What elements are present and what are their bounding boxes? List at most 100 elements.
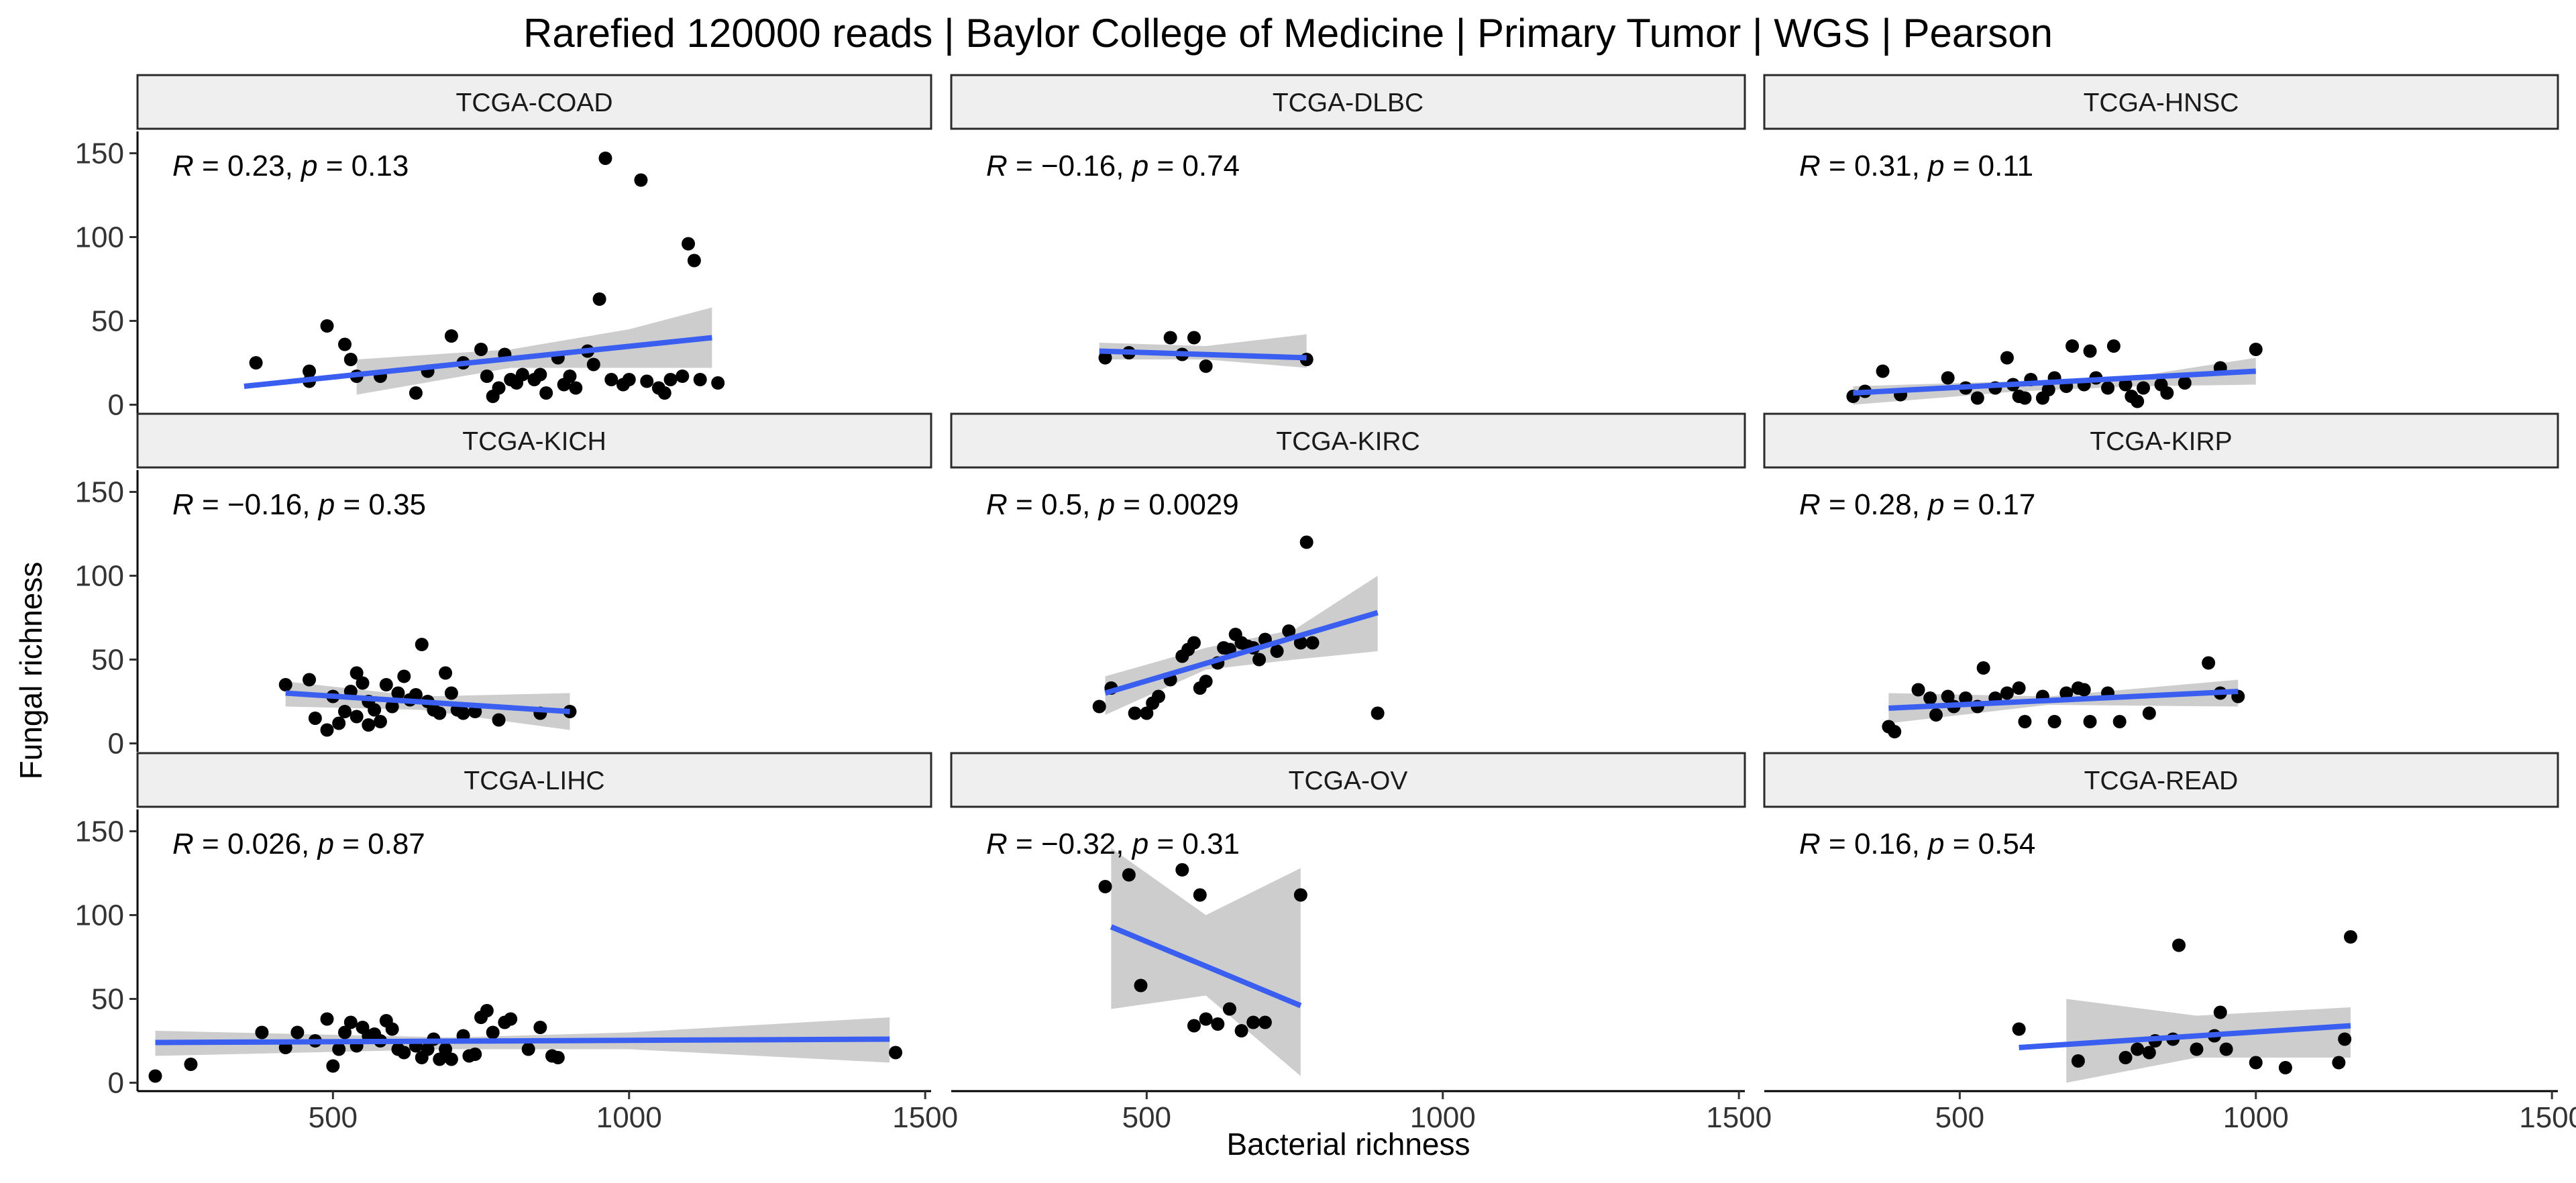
stat-separator: , (1912, 828, 1928, 860)
fit-line (1104, 610, 1379, 696)
facet-panel: TCGA-KICH R = −0.16, p = 0.35 0 50 100 150 (75, 412, 932, 760)
facet-strip (136, 74, 932, 130)
stat-p-symbol: p (1131, 828, 1148, 860)
stat-p-value: 0.11 (1978, 150, 2033, 182)
data-point (2041, 383, 2055, 396)
data-point (433, 706, 447, 720)
stat-equals: = (1115, 488, 1148, 521)
data-point (373, 715, 387, 728)
stat-p-symbol: p (1927, 828, 1944, 860)
facet-strip (1763, 412, 2559, 469)
data-point (492, 713, 506, 727)
x-tick-label: 1500 (2519, 1101, 2576, 1134)
stat-separator: , (301, 828, 317, 860)
stat-p-value: 0.31 (1182, 828, 1240, 860)
data-point (1187, 636, 1201, 650)
data-point (278, 678, 292, 691)
correlation-annotation: R = 0.28, p = 0.17 (1799, 488, 2035, 521)
data-point (409, 386, 423, 400)
facet-strip-label: TCGA-OV (1289, 767, 1408, 795)
data-point (343, 353, 358, 366)
data-point (1199, 359, 1213, 373)
data-point (551, 1051, 565, 1064)
facet-strip-label: TCGA-KIRP (2090, 427, 2232, 456)
data-point (444, 1052, 458, 1066)
data-point (1970, 391, 1984, 405)
x-tick-label: 1500 (892, 1101, 958, 1134)
data-point (1211, 1017, 1225, 1031)
data-point (2000, 351, 2014, 365)
data-point (569, 381, 583, 395)
data-point (2018, 391, 2032, 405)
facet-strip-label: TCGA-DLBC (1273, 89, 1424, 117)
data-point (1293, 888, 1307, 902)
stat-p-symbol: p (317, 488, 335, 521)
data-point (640, 374, 654, 388)
data-point (1122, 868, 1136, 882)
data-point (2059, 686, 2074, 700)
data-point (409, 688, 423, 701)
stat-r-symbol: R (1799, 828, 1821, 860)
data-point (598, 152, 612, 165)
data-point (693, 373, 707, 386)
correlation-annotation: R = −0.16, p = 0.74 (986, 150, 1240, 182)
data-point (1976, 661, 1990, 675)
data-point (622, 373, 636, 386)
facet-strip (950, 74, 1746, 130)
stat-separator: , (285, 150, 301, 182)
data-point (1199, 1012, 1213, 1026)
data-point (889, 1046, 903, 1060)
x-axis-title: Bacterial richness (1226, 1127, 1470, 1162)
y-tick-label: 50 (91, 644, 124, 677)
data-point (456, 706, 470, 720)
data-point (2190, 1042, 2204, 1056)
stat-r-value: 0.16 (1854, 828, 1912, 860)
data-point (439, 666, 453, 680)
fit-line (1888, 689, 2239, 711)
data-point (676, 370, 690, 383)
data-point (2118, 378, 2133, 392)
confidence-band (356, 307, 712, 395)
stat-equals: = (1821, 488, 1854, 521)
stat-r-symbol: R (172, 828, 194, 860)
data-point (320, 319, 334, 333)
data-point (1187, 1019, 1201, 1033)
data-point (533, 1021, 547, 1034)
facet-strip (950, 752, 1746, 808)
y-tick-label: 0 (108, 389, 124, 422)
stat-r-symbol: R (172, 150, 194, 182)
data-point (2106, 339, 2121, 353)
data-point (2202, 656, 2216, 670)
x-tick-label: 1000 (1410, 1101, 1476, 1134)
fit-line (2019, 1023, 2351, 1050)
data-point (1098, 351, 1112, 365)
facet-strip-label: TCGA-KIRC (1276, 427, 1420, 456)
data-point (1246, 1015, 1260, 1029)
stat-p-symbol: p (317, 828, 334, 860)
data-point (337, 1025, 352, 1039)
data-point (303, 364, 317, 378)
data-point (397, 1046, 411, 1060)
data-point (397, 669, 411, 683)
data-point (1929, 708, 1943, 722)
data-point (320, 1012, 334, 1026)
facet-strip (1763, 74, 2559, 130)
data-point (415, 638, 429, 651)
data-point (2118, 1051, 2133, 1064)
data-point (687, 253, 701, 268)
stat-p-symbol: p (1097, 488, 1115, 521)
stat-r-value: −0.16 (1041, 150, 1116, 182)
data-point (592, 292, 606, 306)
confidence-band (1099, 334, 1307, 368)
stat-equals: = (1148, 150, 1182, 182)
data-point (350, 710, 364, 724)
x-tick-label: 1500 (1706, 1101, 1772, 1134)
x-tick-label: 500 (1122, 1101, 1171, 1134)
data-point (504, 1012, 518, 1026)
facet-panel: TCGA-KIRP R = 0.28, p = 0.17 (1763, 412, 2559, 738)
facet-strip-label: TCGA-KICH (462, 427, 606, 456)
data-point (634, 173, 648, 187)
data-point (385, 1022, 399, 1036)
facet-strip-label: TCGA-READ (2084, 767, 2239, 795)
stat-equals: = (1008, 488, 1041, 521)
